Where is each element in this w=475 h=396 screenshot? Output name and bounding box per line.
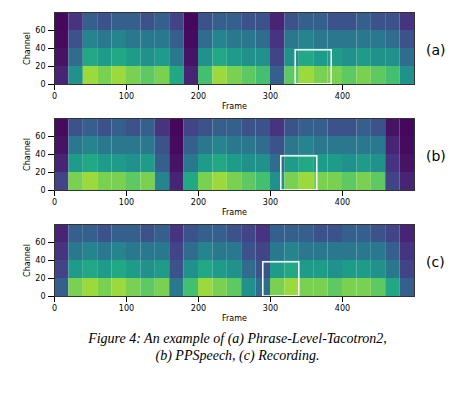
svg-text:60: 60 xyxy=(35,132,45,141)
svg-text:60: 60 xyxy=(35,26,45,35)
svg-text:Frame: Frame xyxy=(222,314,247,323)
svg-text:0: 0 xyxy=(52,198,57,207)
html-text:Figure 4: An example of (a) Ph: Figure 4: An example of (a) Phrase-Level… xyxy=(88,331,387,346)
svg-text:40: 40 xyxy=(35,44,45,53)
svg-text:Channel: Channel xyxy=(23,244,32,277)
svg-text:0: 0 xyxy=(52,92,57,101)
svg-text:300: 300 xyxy=(263,198,278,207)
svg-text:20: 20 xyxy=(35,62,45,71)
svg-text:200: 200 xyxy=(191,198,206,207)
svg-text:0: 0 xyxy=(40,80,45,89)
svg-text:Frame: Frame xyxy=(222,102,247,111)
svg-text:100: 100 xyxy=(119,198,134,207)
svg-text:0: 0 xyxy=(52,304,57,313)
svg-text:400: 400 xyxy=(335,92,350,101)
html-text:(a): (a) xyxy=(426,42,446,58)
html-text:(b) PPSpeech, (c) Recording.: (b) PPSpeech, (c) Recording. xyxy=(155,348,320,363)
svg-text:40: 40 xyxy=(35,150,45,159)
svg-text:100: 100 xyxy=(119,304,134,313)
svg-text:20: 20 xyxy=(35,168,45,177)
svg-text:Channel: Channel xyxy=(23,32,32,65)
html-text:(b): (b) xyxy=(426,148,446,164)
svg-text:100: 100 xyxy=(119,92,134,101)
svg-text:0: 0 xyxy=(40,292,45,301)
svg-text:40: 40 xyxy=(35,256,45,265)
svg-text:300: 300 xyxy=(263,92,278,101)
svg-text:300: 300 xyxy=(263,304,278,313)
svg-text:400: 400 xyxy=(335,304,350,313)
svg-text:Channel: Channel xyxy=(23,138,32,171)
html-text:(c): (c) xyxy=(426,254,445,270)
svg-text:200: 200 xyxy=(191,304,206,313)
svg-text:0: 0 xyxy=(40,186,45,195)
svg-text:60: 60 xyxy=(35,238,45,247)
svg-text:400: 400 xyxy=(335,198,350,207)
svg-text:Frame: Frame xyxy=(222,208,247,217)
svg-text:20: 20 xyxy=(35,274,45,283)
svg-text:200: 200 xyxy=(191,92,206,101)
